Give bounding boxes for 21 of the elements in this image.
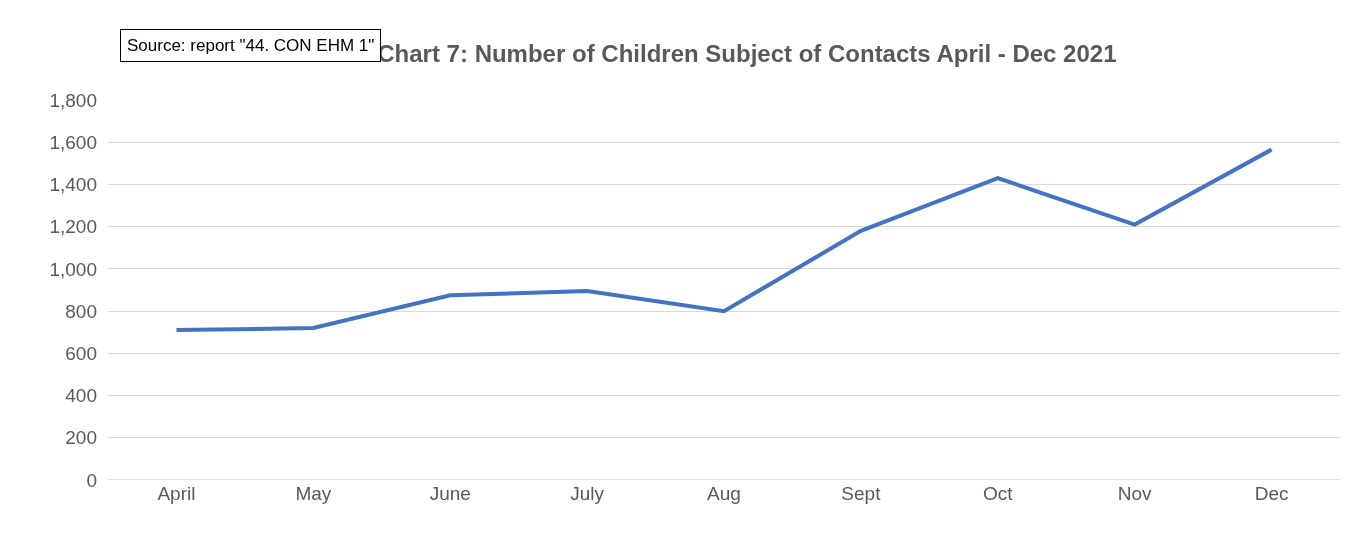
y-tick-label: 1,000 [49,258,97,280]
y-tick-label: 400 [65,385,97,407]
y-tick-label: 1,800 [49,89,97,111]
x-tick-label: June [429,483,471,504]
y-tick-label: 800 [65,300,97,322]
x-tick-label: April [157,483,196,504]
y-tick-label: 1,200 [49,216,97,238]
x-tick-label: Oct [983,483,1014,504]
y-tick-label: 600 [65,342,97,364]
x-tick-label: May [295,483,332,504]
y-tick-label: 1,400 [49,174,97,196]
x-tick-label: Dec [1254,483,1289,504]
x-tick-label: July [570,483,605,504]
y-tick-label: 0 [86,469,97,491]
y-tick-label: 200 [65,427,97,449]
source-note: Source: report "44. CON EHM 1" [127,36,375,55]
x-tick-label: Sept [841,483,882,504]
x-tick-label: Nov [1117,483,1153,504]
y-tick-label: 1,600 [49,131,97,153]
x-tick-label: Aug [707,483,741,504]
line-series [174,147,1274,333]
